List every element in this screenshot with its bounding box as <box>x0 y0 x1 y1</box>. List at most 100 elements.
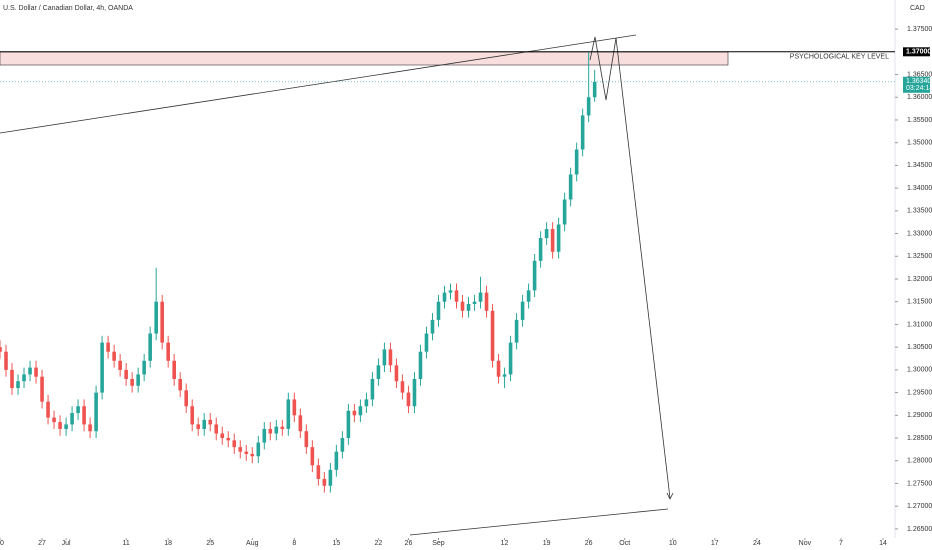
candle-body <box>58 422 62 429</box>
candle-body <box>376 365 381 379</box>
y-tick-label: 1.30000 <box>907 367 932 374</box>
candle-body <box>184 390 189 407</box>
candle-body <box>418 351 423 379</box>
candle-body <box>586 97 591 116</box>
candle-body <box>472 301 477 304</box>
candle-body <box>334 451 339 470</box>
candle-body <box>4 351 8 370</box>
candle-body <box>352 410 357 416</box>
candle-body <box>412 378 417 407</box>
candle-body <box>580 115 585 150</box>
candle-body <box>178 378 183 391</box>
axis-unit: CAD <box>910 5 925 12</box>
candle-body <box>280 426 285 429</box>
candle-body <box>268 428 273 434</box>
y-tick-label: 1.31500 <box>907 299 932 306</box>
candle-body <box>250 453 255 457</box>
candle-body <box>568 174 573 200</box>
candle-body <box>106 342 110 352</box>
y-tick-label: 1.37500 <box>907 26 932 33</box>
candle-body <box>490 310 495 361</box>
candle-body <box>70 413 74 425</box>
x-tick-label: 11 <box>123 540 130 547</box>
x-tick-label: 24 <box>753 540 761 547</box>
x-tick-label: 19 <box>543 540 551 547</box>
candle-body <box>16 381 20 389</box>
candle-body <box>262 428 267 443</box>
candle-body <box>148 333 152 361</box>
candle-body <box>496 360 501 377</box>
key-level-label: 1.37000 <box>906 49 931 56</box>
candle-body <box>382 349 387 366</box>
candle-body <box>64 424 68 429</box>
trend-line <box>0 34 637 134</box>
candle-body <box>274 426 279 434</box>
candle-body <box>208 419 213 425</box>
candle-body <box>232 440 237 448</box>
y-tick-label: 1.36000 <box>907 94 932 101</box>
candle-body <box>592 81 597 98</box>
candle-body <box>400 381 405 393</box>
candle-body <box>424 333 429 352</box>
y-tick-label: 1.26500 <box>907 526 932 533</box>
candle-body <box>442 292 447 302</box>
x-tick-label: 27 <box>38 540 46 547</box>
x-tick-label: 15 <box>332 540 340 547</box>
candle-body <box>142 360 146 375</box>
candle-body <box>196 424 201 429</box>
x-tick-label: 10 <box>669 540 677 547</box>
candle-body <box>454 290 459 302</box>
x-tick-label: Nov <box>799 540 812 547</box>
x-tick-label: 12 <box>501 540 509 547</box>
candle-body <box>28 367 32 375</box>
y-tick-label: 1.33000 <box>907 230 932 237</box>
y-tick-label: 1.32000 <box>907 276 932 283</box>
y-tick-label: 1.31000 <box>907 321 932 328</box>
candle-body <box>448 290 453 293</box>
candle-body <box>244 451 249 454</box>
candle-body <box>226 438 231 441</box>
y-tick-label: 1.29500 <box>907 389 932 396</box>
candle-body <box>82 406 86 425</box>
last-price-tag <box>903 76 930 93</box>
candle-body <box>310 447 315 466</box>
candle-body <box>520 301 525 320</box>
candle-body <box>556 224 561 252</box>
y-tick-label: 1.30500 <box>907 344 932 351</box>
candle-body <box>214 424 219 434</box>
x-tick-label: 26 <box>405 540 413 547</box>
candle-body <box>406 392 411 407</box>
y-tick-label: 1.34000 <box>907 185 932 192</box>
x-tick-label: 22 <box>375 540 383 547</box>
candle-body <box>388 349 393 366</box>
arrow-head <box>666 492 674 500</box>
x-tick-label: 17 <box>711 540 719 547</box>
x-tick-label: 7 <box>839 540 843 547</box>
candle-body <box>172 360 176 379</box>
y-tick-label: 1.28000 <box>907 458 932 465</box>
x-tick-label: Jul <box>62 540 71 547</box>
x-tick-label: 8 <box>292 540 296 547</box>
x-tick-label: 20 <box>0 540 4 547</box>
candle-body <box>484 292 489 311</box>
x-tick-label: Oct <box>619 540 630 547</box>
y-tick-label: 1.34500 <box>907 162 932 169</box>
candle-body <box>346 410 351 439</box>
candle-body <box>430 319 435 334</box>
candle-body <box>562 199 567 225</box>
candle-body <box>160 301 164 343</box>
candle-body <box>328 469 333 486</box>
y-tick-label: 1.33500 <box>907 208 932 215</box>
candle-body <box>40 376 44 402</box>
candle-body <box>292 399 297 416</box>
candle-body <box>256 442 261 457</box>
x-tick-label: 14 <box>879 540 887 547</box>
candle-body <box>304 431 309 448</box>
candle-body <box>544 229 549 239</box>
y-tick-label: 1.27000 <box>907 503 932 510</box>
plot <box>0 51 597 493</box>
candle-body <box>136 374 140 386</box>
candle-body <box>322 478 327 486</box>
candle-body <box>94 392 98 432</box>
candle-body <box>340 438 345 452</box>
